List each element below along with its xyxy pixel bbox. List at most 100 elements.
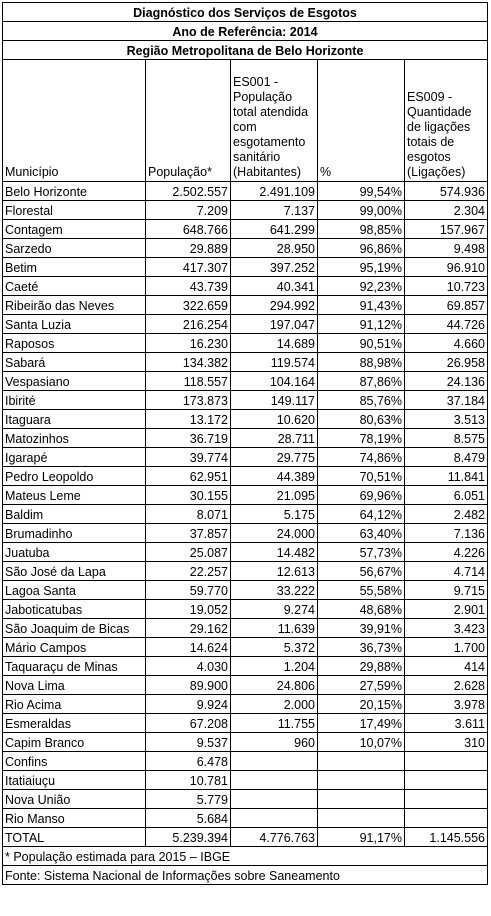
cell-populacao: 4.030 <box>145 656 231 676</box>
cell-municipio: Rio Acima <box>2 694 146 714</box>
table-row: São José da Lapa 22.257 12.613 56,67% 4.714 <box>2 561 488 581</box>
cell-es001: 149.117 <box>230 390 318 410</box>
cell-es009: 26.958 <box>404 352 488 372</box>
cell-es009: 2.628 <box>404 675 488 695</box>
cell-es001: 28.950 <box>230 238 318 258</box>
cell-percent: 74,86% <box>317 447 405 467</box>
cell-populacao: 19.052 <box>145 599 231 619</box>
cell-percent: 85,76% <box>317 390 405 410</box>
cell-es009: 7.136 <box>404 523 488 543</box>
table-row: Igarapé 39.774 29.775 74,86% 8.479 <box>2 447 488 467</box>
header-es009: ES009 - Quantidade de ligações totais de… <box>404 59 488 182</box>
cell-percent: 90,51% <box>317 333 405 353</box>
table-row: Matozinhos 36.719 28.711 78,19% 8.575 <box>2 428 488 448</box>
cell-populacao: 37.857 <box>145 523 231 543</box>
cell-es009: 3.978 <box>404 694 488 714</box>
cell-populacao: 134.382 <box>145 352 231 372</box>
cell-municipio: Nova Lima <box>2 675 146 695</box>
cell-es009: 11.841 <box>404 466 488 486</box>
table-row: Mateus Leme 30.155 21.095 69,96% 6.051 <box>2 485 488 505</box>
cell-es001: 33.222 <box>230 580 318 600</box>
cell-es009: 4.714 <box>404 561 488 581</box>
total-es009: 1.145.556 <box>404 827 488 847</box>
table-row: Lagoa Santa 59.770 33.222 55,58% 9.715 <box>2 580 488 600</box>
cell-percent <box>317 751 405 771</box>
cell-populacao: 89.900 <box>145 675 231 695</box>
cell-es009: 8.479 <box>404 447 488 467</box>
cell-municipio: Belo Horizonte <box>2 181 146 201</box>
cell-es009: 8.575 <box>404 428 488 448</box>
cell-es009: 574.936 <box>404 181 488 201</box>
table-row: Vespasiano 118.557 104.164 87,86% 24.136 <box>2 371 488 391</box>
cell-percent: 10,07% <box>317 732 405 752</box>
cell-municipio: São Joaquim de Bicas <box>2 618 146 638</box>
cell-es009 <box>404 808 488 828</box>
table-row: Santa Luzia 216.254 197.047 91,12% 44.726 <box>2 314 488 334</box>
total-populacao: 5.239.394 <box>145 827 231 847</box>
cell-municipio: Ibirité <box>2 390 146 410</box>
cell-percent: 91,43% <box>317 295 405 315</box>
cell-municipio: Juatuba <box>2 542 146 562</box>
cell-es001: 294.992 <box>230 295 318 315</box>
cell-populacao: 43.739 <box>145 276 231 296</box>
cell-percent: 56,67% <box>317 561 405 581</box>
cell-populacao: 5.684 <box>145 808 231 828</box>
table-row: Ibirité 173.873 149.117 85,76% 37.184 <box>2 390 488 410</box>
cell-percent: 70,51% <box>317 466 405 486</box>
cell-municipio: Mário Campos <box>2 637 146 657</box>
cell-es001: 1.204 <box>230 656 318 676</box>
title-row: Diagnóstico dos Serviços de Esgotos <box>2 2 488 22</box>
cell-es009: 2.304 <box>404 200 488 220</box>
table-row: Itaguara 13.172 10.620 80,63% 3.513 <box>2 409 488 429</box>
cell-percent <box>317 770 405 790</box>
cell-es009: 10.723 <box>404 276 488 296</box>
cell-es001: 29.775 <box>230 447 318 467</box>
cell-municipio: Itaguara <box>2 409 146 429</box>
table-row: Florestal 7.209 7.137 99,00% 2.304 <box>2 200 488 220</box>
cell-municipio: Santa Luzia <box>2 314 146 334</box>
cell-populacao: 9.537 <box>145 732 231 752</box>
cell-es009 <box>404 751 488 771</box>
table-row: Raposos 16.230 14.689 90,51% 4.660 <box>2 333 488 353</box>
cell-es009: 9.498 <box>404 238 488 258</box>
cell-es001: 9.274 <box>230 599 318 619</box>
cell-es001: 28.711 <box>230 428 318 448</box>
cell-es001: 21.095 <box>230 485 318 505</box>
cell-municipio: Matozinhos <box>2 428 146 448</box>
cell-municipio: Baldim <box>2 504 146 524</box>
cell-percent: 39,91% <box>317 618 405 638</box>
region-row: Região Metropolitana de Belo Horizonte <box>2 40 488 60</box>
cell-municipio: Sarzedo <box>2 238 146 258</box>
cell-percent: 99,00% <box>317 200 405 220</box>
cell-es001: 2.491.109 <box>230 181 318 201</box>
cell-es009 <box>404 789 488 809</box>
cell-percent <box>317 808 405 828</box>
cell-populacao: 118.557 <box>145 371 231 391</box>
cell-es001: 40.341 <box>230 276 318 296</box>
cell-populacao: 7.209 <box>145 200 231 220</box>
header-percent: % <box>317 59 405 182</box>
cell-es001: 14.482 <box>230 542 318 562</box>
cell-populacao: 5.779 <box>145 789 231 809</box>
cell-es001: 10.620 <box>230 409 318 429</box>
cell-municipio: Florestal <box>2 200 146 220</box>
cell-populacao: 62.951 <box>145 466 231 486</box>
cell-percent: 63,40% <box>317 523 405 543</box>
cell-populacao: 216.254 <box>145 314 231 334</box>
cell-es001: 44.389 <box>230 466 318 486</box>
cell-es001: 119.574 <box>230 352 318 372</box>
cell-es009: 96.910 <box>404 257 488 277</box>
table-row: Itatiaiuçu 10.781 <box>2 770 488 790</box>
table-row: Nova União 5.779 <box>2 789 488 809</box>
total-label: TOTAL <box>2 827 146 847</box>
table-row: Rio Manso 5.684 <box>2 808 488 828</box>
cell-es001 <box>230 808 318 828</box>
footnote-row: * População estimada para 2015 – IBGE <box>2 846 488 866</box>
cell-percent: 96,86% <box>317 238 405 258</box>
table-row: Caeté 43.739 40.341 92,23% 10.723 <box>2 276 488 296</box>
table-row: Betim 417.307 397.252 95,19% 96.910 <box>2 257 488 277</box>
cell-es001: 11.639 <box>230 618 318 638</box>
table-row: Baldim 8.071 5.175 64,12% 2.482 <box>2 504 488 524</box>
table-row: Confins 6.478 <box>2 751 488 771</box>
cell-es009: 37.184 <box>404 390 488 410</box>
